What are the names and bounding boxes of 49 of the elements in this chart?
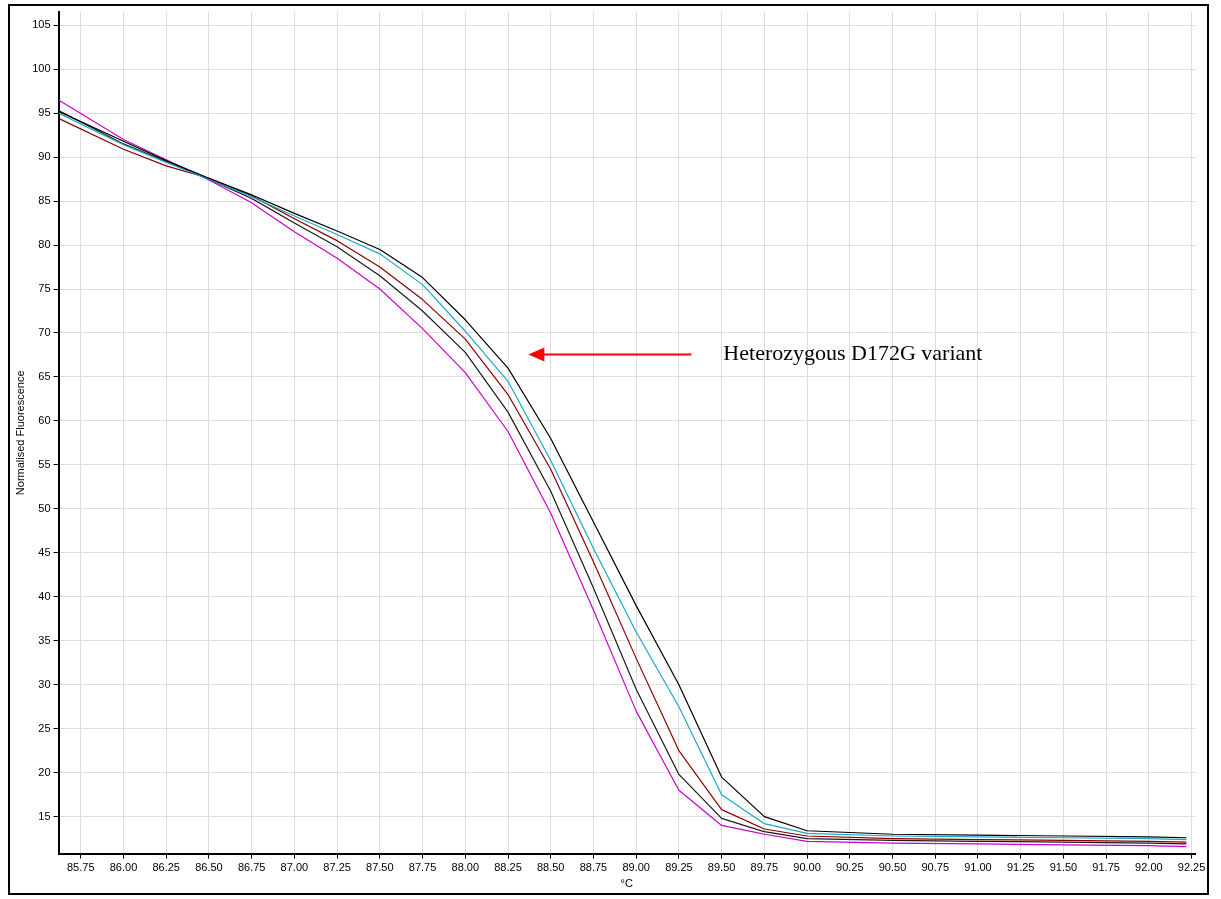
x-axis-title: °C xyxy=(620,877,633,890)
x-tick-label: 87.50 xyxy=(366,861,394,874)
x-tick-label: 89.50 xyxy=(707,861,736,874)
x-tick-label: 92.25 xyxy=(1177,861,1206,874)
x-tick-label: 90.00 xyxy=(793,861,821,874)
x-tick-label: 87.25 xyxy=(323,861,351,874)
y-tick-label: 105 xyxy=(32,18,51,31)
x-tick-label: 89.75 xyxy=(750,861,779,874)
y-tick-label: 35 xyxy=(38,633,51,646)
x-tick-label: 88.50 xyxy=(536,861,565,874)
x-tick-label: 91.75 xyxy=(1092,861,1120,874)
x-tick-label: 87.00 xyxy=(280,861,309,874)
y-tick-label: 60 xyxy=(38,413,51,426)
y-axis-title: Normalised Fluorescence xyxy=(13,370,26,496)
x-tick-label: 88.00 xyxy=(451,861,480,874)
x-tick-label: 90.50 xyxy=(878,861,907,874)
y-tick-label: 90 xyxy=(38,150,51,163)
x-tick-label: 89.25 xyxy=(665,861,693,874)
y-tick-label: 85 xyxy=(38,194,51,207)
y-tick-label: 95 xyxy=(38,106,51,119)
y-tick-label: 55 xyxy=(38,457,51,470)
x-tick-label: 89.00 xyxy=(622,861,650,874)
x-tick-label: 90.25 xyxy=(836,861,864,874)
y-tick-label: 15 xyxy=(38,809,51,822)
y-tick-label: 65 xyxy=(38,369,51,382)
y-tick-label: 25 xyxy=(38,721,51,734)
x-tick-label: 92.00 xyxy=(1135,861,1163,874)
y-tick-label: 50 xyxy=(38,501,51,514)
y-tick-label: 45 xyxy=(38,545,51,558)
x-tick-label: 86.75 xyxy=(237,861,266,874)
x-tick-label: 91.25 xyxy=(1006,861,1035,874)
x-tick-label: 87.75 xyxy=(408,861,437,874)
annotation: Heterozygous D172G variant xyxy=(723,340,983,366)
y-tick-label: 75 xyxy=(38,282,51,295)
y-tick-label: 80 xyxy=(38,238,51,251)
y-tick-label: 40 xyxy=(38,589,51,602)
x-tick-label: 91.50 xyxy=(1049,861,1078,874)
y-tick-label: 30 xyxy=(38,677,51,690)
x-tick-label: 85.75 xyxy=(67,861,95,874)
x-tick-label: 86.25 xyxy=(152,861,180,874)
x-tick-label: 90.75 xyxy=(921,861,950,874)
x-tick-label: 88.25 xyxy=(494,861,522,874)
x-tick-label: 86.50 xyxy=(195,861,223,874)
x-tick-label: 86.00 xyxy=(109,861,138,874)
x-tick-label: 91.00 xyxy=(964,861,992,874)
y-tick-label: 20 xyxy=(38,765,51,778)
y-tick-label: 70 xyxy=(38,326,51,339)
x-tick-label: 88.75 xyxy=(579,861,608,874)
y-tick-label: 100 xyxy=(32,62,51,75)
